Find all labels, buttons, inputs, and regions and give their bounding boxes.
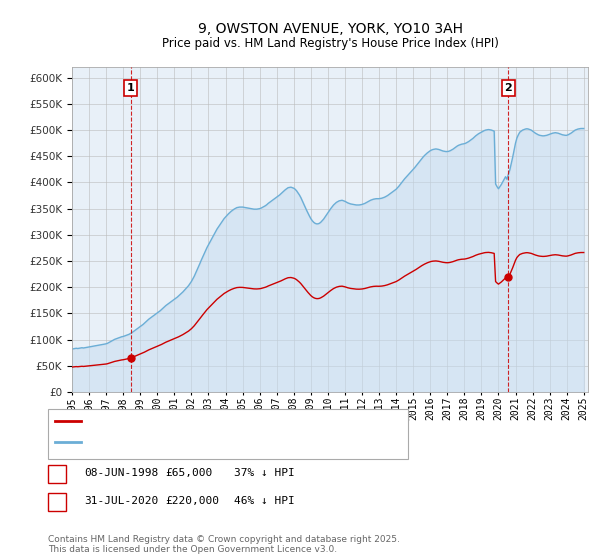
Text: 9, OWSTON AVENUE, YORK, YO10 3AH: 9, OWSTON AVENUE, YORK, YO10 3AH	[197, 22, 463, 36]
Text: 46% ↓ HPI: 46% ↓ HPI	[234, 496, 295, 506]
Text: 1: 1	[127, 83, 134, 93]
Text: £220,000: £220,000	[165, 496, 219, 506]
Text: 2: 2	[505, 83, 512, 93]
Text: £65,000: £65,000	[165, 468, 212, 478]
Text: Contains HM Land Registry data © Crown copyright and database right 2025.
This d: Contains HM Land Registry data © Crown c…	[48, 535, 400, 554]
Text: HPI: Average price, detached house, York: HPI: Average price, detached house, York	[85, 437, 300, 447]
Text: Price paid vs. HM Land Registry's House Price Index (HPI): Price paid vs. HM Land Registry's House …	[161, 38, 499, 50]
Text: 2: 2	[53, 496, 61, 506]
Text: 1: 1	[53, 468, 61, 478]
Text: 9, OWSTON AVENUE, YORK, YO10 3AH (detached house): 9, OWSTON AVENUE, YORK, YO10 3AH (detach…	[85, 416, 379, 426]
Text: 31-JUL-2020: 31-JUL-2020	[84, 496, 158, 506]
Text: 37% ↓ HPI: 37% ↓ HPI	[234, 468, 295, 478]
Text: 08-JUN-1998: 08-JUN-1998	[84, 468, 158, 478]
